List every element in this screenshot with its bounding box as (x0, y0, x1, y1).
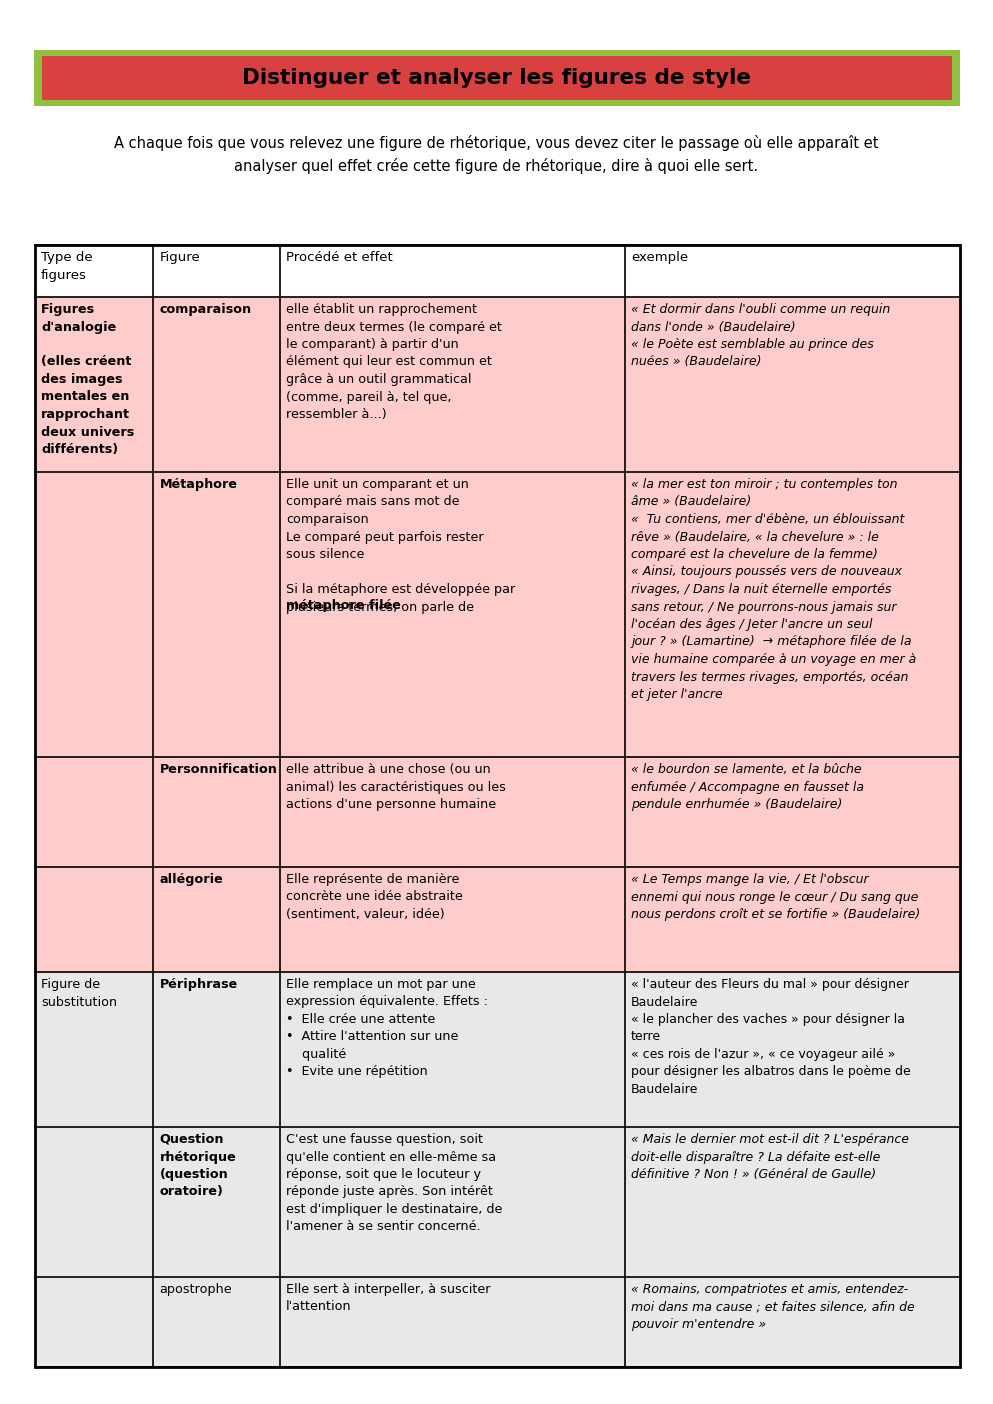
Text: Elle représente de manière
concrète une idée abstraite
(sentiment, valeur, idée): Elle représente de manière concrète une … (286, 873, 463, 921)
Text: Procédé et effet: Procédé et effet (286, 251, 393, 264)
Text: « Romains, compatriotes et amis, entendez-
moi dans ma cause ; et faites silence: « Romains, compatriotes et amis, entende… (632, 1283, 915, 1331)
Bar (153, 246, 280, 298)
Bar (626, 972, 960, 1127)
Text: Question
rhétorique
(question
oratoire): Question rhétorique (question oratoire) (160, 1133, 236, 1199)
Bar (153, 1127, 280, 1278)
Text: « Et dormir dans l'oubli comme un requin
dans l'onde » (Baudelaire)
« le Poète e: « Et dormir dans l'oubli comme un requin… (632, 303, 891, 368)
Bar (35, 298, 153, 972)
Text: Figures
d'analogie

(elles créent
des images
mentales en
rapprochant
deux univer: Figures d'analogie (elles créent des ima… (41, 303, 134, 456)
Text: « l'auteur des Fleurs du mal » pour désigner
Baudelaire
« le plancher des vaches: « l'auteur des Fleurs du mal » pour dési… (632, 979, 911, 1097)
Bar (280, 1278, 626, 1367)
Text: Périphrase: Périphrase (160, 979, 237, 991)
Text: « Mais le dernier mot est-il dit ? L'espérance
doit-elle disparaître ? La défait: « Mais le dernier mot est-il dit ? L'esp… (632, 1133, 910, 1181)
Text: exemple: exemple (632, 251, 688, 264)
Bar (626, 298, 960, 472)
Bar (626, 1278, 960, 1367)
Text: métaphore filée: métaphore filée (286, 598, 401, 612)
Text: Type de
figures: Type de figures (41, 251, 92, 281)
Text: elle attribue à une chose (ou un
animal) les caractéristiques ou les
actions d'u: elle attribue à une chose (ou un animal)… (286, 762, 506, 812)
Bar (280, 972, 626, 1127)
Bar (153, 972, 280, 1127)
Text: C'est une fausse question, soit
qu'elle contient en elle-même sa
réponse, soit q: C'est une fausse question, soit qu'elle … (286, 1133, 502, 1234)
Bar (280, 246, 626, 298)
Bar (35, 972, 153, 1367)
Text: Elle remplace un mot par une
expression équivalente. Effets :
•  Elle crée une a: Elle remplace un mot par une expression … (286, 979, 489, 1078)
Bar (626, 472, 960, 757)
Bar (626, 868, 960, 972)
Text: « Le Temps mange la vie, / Et l'obscur
ennemi qui nous ronge le cœur / Du sang q: « Le Temps mange la vie, / Et l'obscur e… (632, 873, 921, 921)
Text: comparaison: comparaison (160, 303, 251, 316)
Text: Métaphore: Métaphore (160, 477, 237, 491)
Bar (280, 472, 626, 757)
Text: Distinguer et analyser les figures de style: Distinguer et analyser les figures de st… (242, 67, 751, 88)
Text: elle établit un rapprochement
entre deux termes (le comparé et
le comparant) à p: elle établit un rapprochement entre deux… (286, 303, 502, 421)
Text: allégorie: allégorie (160, 873, 223, 886)
Bar (280, 1127, 626, 1278)
Bar (153, 757, 280, 868)
Text: « la mer est ton miroir ; tu contemples ton
âme » (Baudelaire)
«  Tu contiens, m: « la mer est ton miroir ; tu contemples … (632, 477, 917, 701)
Bar (153, 1278, 280, 1367)
Bar (153, 298, 280, 472)
Bar (280, 757, 626, 868)
Bar (280, 298, 626, 472)
Bar (35, 246, 960, 1367)
Bar (153, 868, 280, 972)
Bar (42, 56, 951, 100)
Text: A chaque fois que vous relevez une figure de rhétorique, vous devez citer le pas: A chaque fois que vous relevez une figur… (114, 135, 879, 152)
Bar (153, 472, 280, 757)
Text: « le bourdon se lamente, et la bûche
enfumée / Accompagne en fausset la
pendule : « le bourdon se lamente, et la bûche enf… (632, 762, 864, 812)
Text: Elle sert à interpeller, à susciter
l'attention: Elle sert à interpeller, à susciter l'at… (286, 1283, 491, 1314)
Text: Personnification: Personnification (160, 762, 277, 776)
Bar (626, 246, 960, 298)
Text: Elle unit un comparant et un
comparé mais sans mot de
comparaison
Le comparé peu: Elle unit un comparant et un comparé mai… (286, 477, 515, 630)
Text: apostrophe: apostrophe (160, 1283, 232, 1296)
Bar (626, 757, 960, 868)
Bar (35, 246, 153, 298)
Bar (280, 868, 626, 972)
Text: Figure de
substitution: Figure de substitution (41, 979, 117, 1008)
Bar (626, 1127, 960, 1278)
Bar (34, 51, 959, 105)
Text: analyser quel effet crée cette figure de rhétorique, dire à quoi elle sert.: analyser quel effet crée cette figure de… (234, 159, 759, 174)
Text: Figure: Figure (160, 251, 201, 264)
